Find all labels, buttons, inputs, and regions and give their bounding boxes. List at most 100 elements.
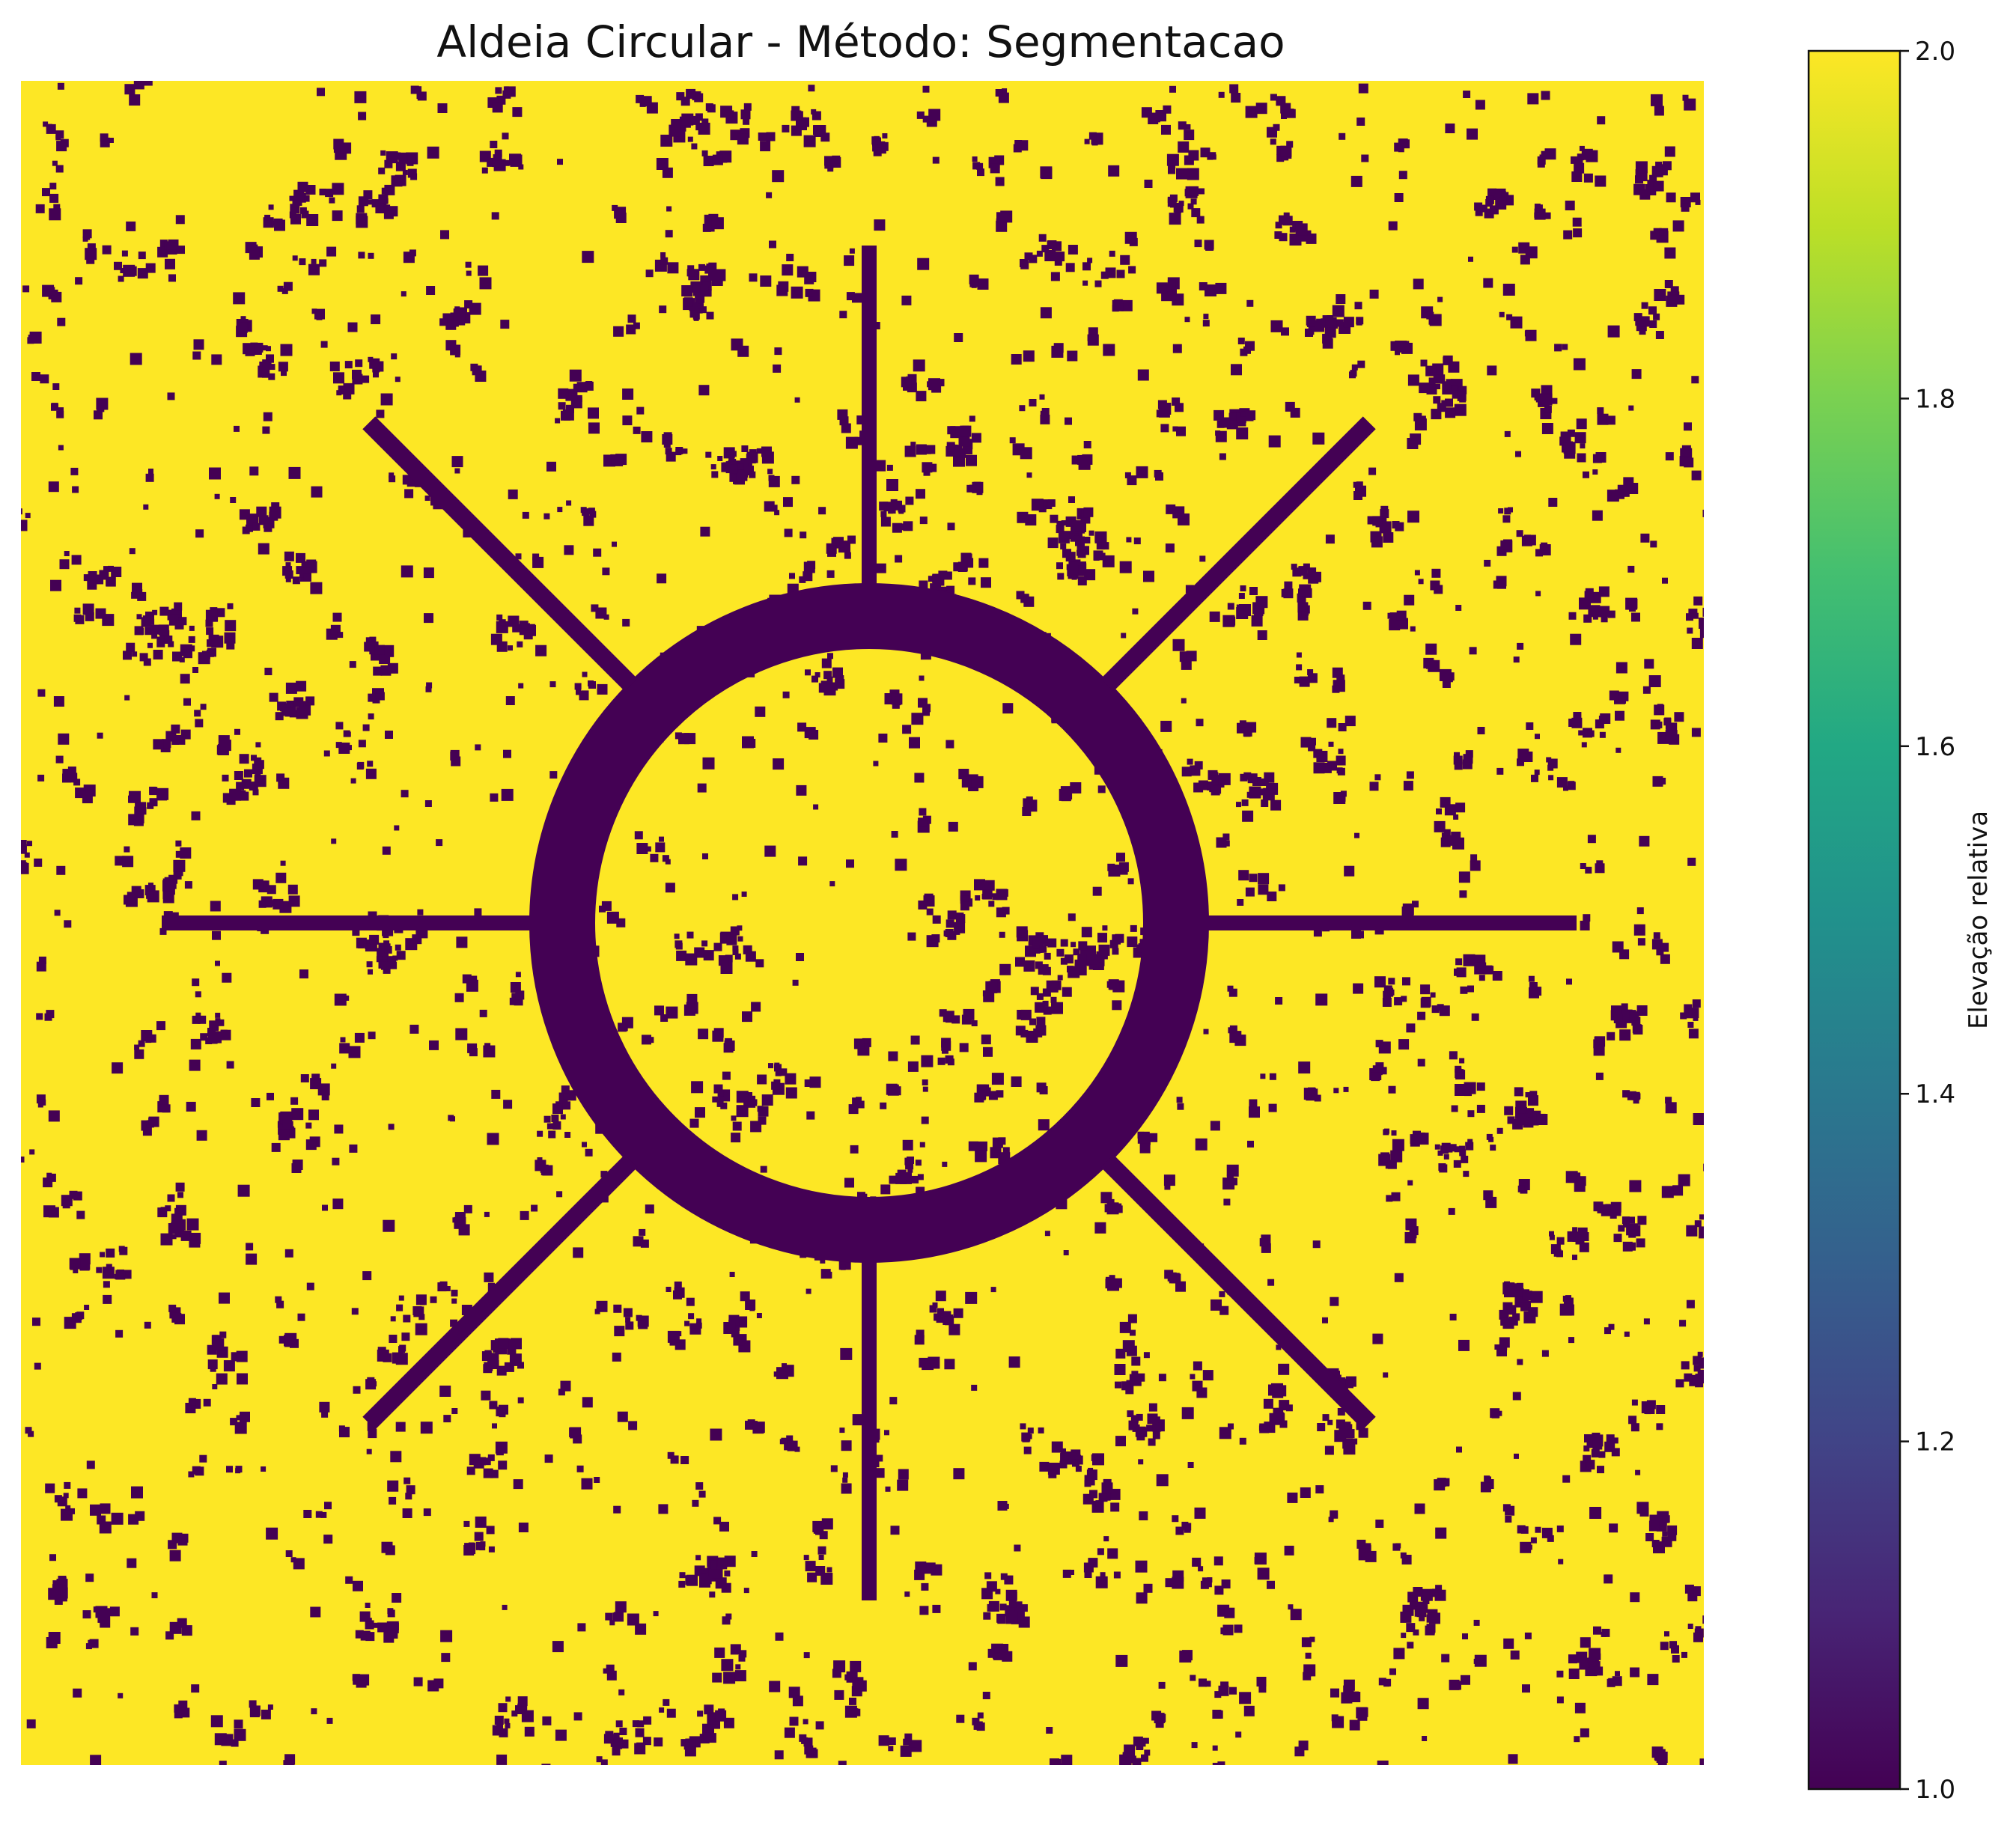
- speckle-cluster: [451, 1289, 458, 1297]
- speckle-cluster: [983, 1046, 993, 1057]
- radial-road: [1100, 1154, 1376, 1430]
- speckle-cluster: [412, 1306, 422, 1315]
- speckle-cluster: [399, 1344, 406, 1352]
- speckle-cluster: [889, 1397, 898, 1405]
- speckle-cluster: [824, 156, 834, 166]
- speckle-cluster: [617, 1411, 628, 1422]
- speckle-cluster: [326, 246, 337, 257]
- speckle-cluster: [345, 1576, 353, 1584]
- speckle-cluster: [1595, 863, 1605, 874]
- speckle-cluster: [797, 722, 807, 732]
- speckle-cluster: [237, 1373, 248, 1385]
- speckle-cluster: [24, 852, 30, 858]
- speckle-cluster: [956, 914, 966, 924]
- speckle-cluster: [878, 734, 888, 743]
- speckle-cluster: [1283, 212, 1290, 219]
- speckle-cluster: [1239, 1437, 1246, 1445]
- speckle-cluster: [1296, 652, 1302, 658]
- speckle-cluster: [82, 236, 88, 242]
- speckle-cluster: [987, 1603, 995, 1612]
- speckle-cluster: [1219, 1427, 1231, 1439]
- speckle-cluster: [1681, 1361, 1690, 1370]
- speckle-cluster: [401, 565, 413, 578]
- speckle-cluster: [1517, 1359, 1523, 1365]
- speckle-cluster: [852, 293, 862, 303]
- speckle-cluster: [1056, 525, 1065, 534]
- speckle-cluster: [133, 81, 144, 90]
- speckle-cluster: [1580, 1637, 1591, 1648]
- speckle-cluster: [712, 1096, 719, 1103]
- speckle-cluster: [700, 526, 710, 537]
- speckle-cluster: [1176, 1097, 1183, 1103]
- speckle-cluster: [395, 1422, 406, 1432]
- speckle-cluster: [978, 1141, 987, 1151]
- speckle-cluster: [689, 1002, 695, 1008]
- speckle-cluster: [1607, 610, 1615, 618]
- speckle-cluster: [1535, 1526, 1541, 1533]
- speckle-cluster: [129, 548, 135, 555]
- speckle-cluster: [1445, 407, 1456, 418]
- speckle-cluster: [1589, 1648, 1601, 1660]
- speckle-cluster: [511, 1338, 522, 1350]
- speckle-cluster: [659, 305, 667, 314]
- speckle-cluster: [391, 353, 398, 360]
- speckle-cluster: [1332, 1716, 1344, 1728]
- speckle-cluster: [808, 85, 815, 92]
- speckle-cluster: [226, 1466, 233, 1473]
- speckle-cluster: [115, 856, 125, 866]
- speckle-cluster: [319, 1401, 330, 1413]
- speckle-cluster: [193, 339, 204, 350]
- speckle-cluster: [1344, 716, 1356, 727]
- speckle-cluster: [44, 1013, 52, 1021]
- speckle-cluster: [1179, 1650, 1192, 1663]
- speckle-cluster: [1449, 1144, 1457, 1152]
- speckle-cluster: [1115, 1436, 1126, 1447]
- speckle-cluster: [1577, 153, 1584, 161]
- speckle-cluster: [1116, 853, 1125, 862]
- speckle-cluster: [921, 1582, 929, 1591]
- speckle-cluster: [439, 318, 448, 326]
- speckle-cluster: [774, 347, 782, 356]
- speckle-cluster: [1469, 647, 1477, 655]
- speckle-cluster: [340, 1037, 346, 1043]
- speckle-cluster: [148, 469, 153, 474]
- speckle-cluster: [582, 1142, 587, 1148]
- speckle-cluster: [1358, 1548, 1371, 1561]
- speckle-cluster: [775, 1632, 784, 1641]
- speckle-cluster: [369, 636, 377, 644]
- speckle-cluster: [695, 1555, 701, 1561]
- speckle-cluster: [1084, 1480, 1091, 1487]
- speckle-cluster: [1039, 394, 1045, 400]
- speckle-cluster: [983, 1612, 991, 1620]
- speckle-cluster: [177, 1192, 183, 1198]
- speckle-cluster: [1015, 957, 1025, 967]
- speckle-cluster: [1662, 1531, 1668, 1537]
- speckle-cluster: [112, 1062, 124, 1074]
- speckle-cluster: [306, 1282, 314, 1291]
- speckle-cluster: [1594, 1036, 1601, 1043]
- speckle-cluster: [1127, 1314, 1137, 1323]
- speckle-cluster: [1447, 835, 1458, 846]
- speckle-cluster: [331, 838, 337, 844]
- speckle-cluster: [494, 1716, 504, 1725]
- speckle-cluster: [768, 1063, 773, 1069]
- speckle-cluster: [981, 1588, 993, 1600]
- speckle-cluster: [500, 320, 510, 329]
- speckle-cluster: [1648, 306, 1657, 315]
- speckle-cluster: [1591, 1449, 1600, 1457]
- speckle-cluster: [569, 369, 582, 382]
- speckle-cluster: [1535, 591, 1541, 597]
- speckle-cluster: [1573, 228, 1583, 238]
- speckle-cluster: [996, 212, 1007, 223]
- speckle-cluster: [1628, 602, 1636, 609]
- speckle-cluster: [1190, 1374, 1196, 1380]
- speckle-cluster: [730, 1644, 741, 1655]
- speckle-cluster: [674, 1282, 682, 1289]
- speckle-cluster: [532, 556, 544, 568]
- speckle-cluster: [203, 1398, 211, 1407]
- speckle-cluster: [546, 461, 556, 472]
- speckle-cluster: [1526, 1544, 1532, 1550]
- speckle-cluster: [174, 620, 184, 630]
- speckle-cluster: [874, 219, 886, 231]
- speckle-cluster: [1515, 1290, 1521, 1297]
